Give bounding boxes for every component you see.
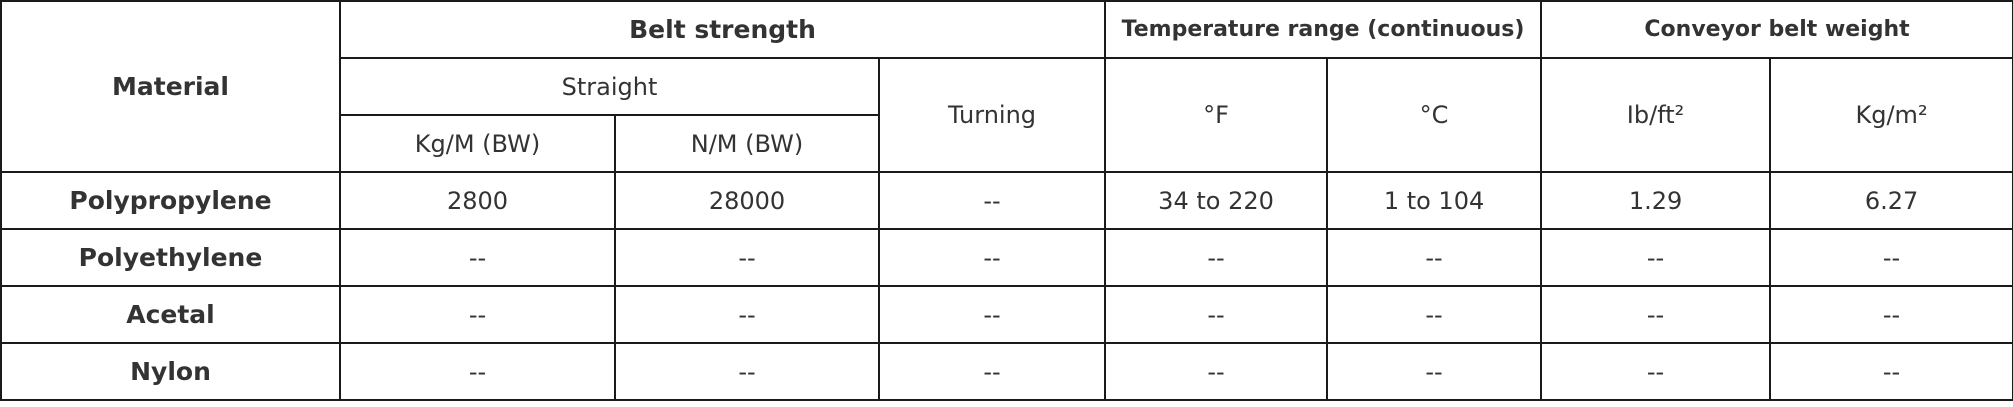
header-cell: Turning [877, 57, 1107, 173]
value-cell: 2800 [339, 171, 616, 230]
table-row: Acetal -- -- -- -- -- -- -- [0, 285, 2013, 344]
table-row: Polypropylene 2800 28000 -- 34 to 220 1 to 10… [0, 171, 2013, 230]
value-cell: -- [1104, 342, 1329, 401]
value-cell: -- [1769, 228, 2013, 287]
value-cell: -- [1540, 228, 1772, 287]
value-cell: -- [1104, 285, 1329, 344]
header-cell: Straight [339, 57, 880, 116]
header-cell: Temperature range (continuous) [1104, 0, 1543, 59]
header-cell: Kg/M (BW) [339, 114, 616, 173]
value-cell: -- [1104, 228, 1329, 287]
table-row: Polyethylene -- -- -- -- -- -- -- [0, 228, 2013, 287]
value-cell: -- [1326, 342, 1543, 401]
value-cell: -- [339, 285, 616, 344]
value-cell: 1.29 [1540, 171, 1772, 230]
value-cell: 1 to 104 [1326, 171, 1543, 230]
value-cell: -- [614, 228, 880, 287]
material-cell: Nylon [0, 342, 341, 401]
header-cell: Conveyor belt weight [1540, 0, 2013, 59]
value-cell: -- [1540, 285, 1772, 344]
value-cell: 6.27 [1769, 171, 2013, 230]
value-cell: -- [1769, 342, 2013, 401]
value-cell: -- [877, 171, 1107, 230]
material-cell: Polypropylene [0, 171, 341, 230]
value-cell: 34 to 220 [1104, 171, 1329, 230]
header-cell: N/M (BW) [614, 114, 880, 173]
header-cell: Material [0, 0, 341, 173]
value-cell: -- [1769, 285, 2013, 344]
value-cell: -- [1540, 342, 1772, 401]
value-cell: 28000 [614, 171, 880, 230]
header-cell: °C [1326, 57, 1543, 173]
value-cell: -- [877, 342, 1107, 401]
value-cell: -- [1326, 228, 1543, 287]
header-cell: Belt strength [338, 0, 1107, 59]
value-cell: -- [877, 285, 1107, 344]
value-cell: -- [614, 285, 880, 344]
value-cell: -- [877, 228, 1107, 287]
value-cell: -- [614, 342, 880, 401]
header-cell: °F [1104, 57, 1329, 173]
value-cell: -- [1326, 285, 1543, 344]
table-row: Nylon -- -- -- -- -- -- -- [0, 342, 2013, 401]
material-cell: Polyethylene [0, 228, 341, 287]
header-cell: Kg/m² [1769, 57, 2013, 173]
value-cell: -- [339, 342, 616, 401]
value-cell: -- [339, 228, 616, 287]
material-cell: Acetal [0, 285, 341, 344]
header-cell: Ib/ft² [1540, 57, 1772, 173]
